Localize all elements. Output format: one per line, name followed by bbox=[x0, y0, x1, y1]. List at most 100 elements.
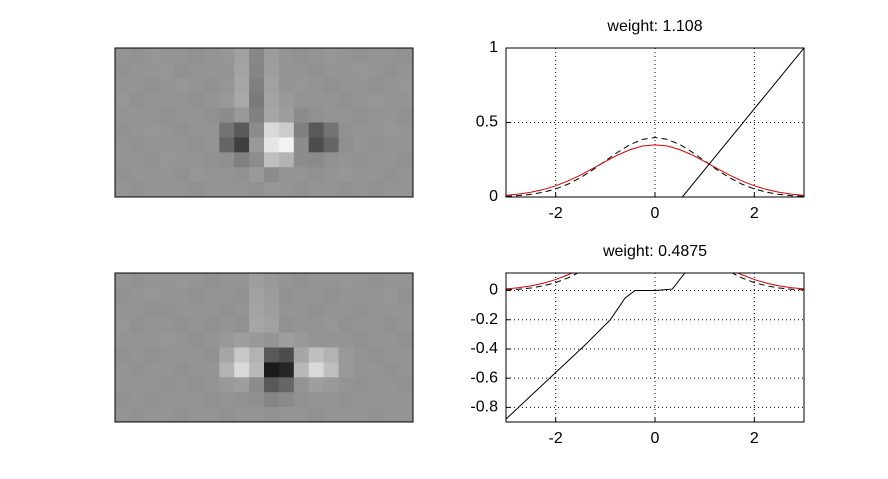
pixel bbox=[383, 92, 399, 109]
pixel bbox=[398, 392, 414, 408]
y-tick-label: -0.6 bbox=[470, 369, 498, 386]
pixel bbox=[368, 362, 384, 378]
pixel bbox=[264, 62, 280, 79]
pixel bbox=[323, 347, 339, 363]
pixel bbox=[293, 362, 310, 378]
pixel bbox=[293, 122, 310, 138]
pixel bbox=[234, 287, 250, 304]
pixel bbox=[338, 92, 354, 109]
pixel bbox=[278, 302, 295, 319]
pixel bbox=[353, 62, 369, 79]
pixel bbox=[383, 407, 399, 423]
pixel bbox=[115, 317, 131, 334]
pixel bbox=[278, 377, 295, 393]
pixel bbox=[353, 302, 369, 319]
pixel bbox=[249, 77, 265, 94]
pixel bbox=[353, 407, 369, 423]
pixel bbox=[249, 182, 265, 198]
pixel bbox=[234, 137, 250, 153]
pixel bbox=[174, 182, 190, 198]
pixel bbox=[383, 77, 399, 94]
pixel bbox=[219, 92, 235, 109]
pixel bbox=[338, 167, 354, 183]
pixel bbox=[293, 377, 310, 393]
pixel bbox=[398, 48, 414, 64]
pixel bbox=[189, 347, 205, 363]
pixel bbox=[115, 48, 131, 64]
pixel bbox=[293, 167, 310, 183]
pixel bbox=[353, 362, 369, 378]
pixel bbox=[234, 407, 250, 423]
pixel bbox=[189, 48, 205, 64]
pixel bbox=[129, 362, 146, 378]
pixel bbox=[204, 392, 220, 408]
pixel bbox=[249, 122, 265, 138]
pixel bbox=[398, 182, 414, 198]
pixel bbox=[264, 407, 280, 423]
pixel bbox=[368, 273, 384, 289]
pixel bbox=[174, 62, 190, 79]
pixel bbox=[174, 302, 190, 319]
pixel bbox=[159, 77, 176, 94]
pixel bbox=[398, 273, 414, 289]
pixel bbox=[144, 137, 161, 153]
pixel bbox=[159, 377, 176, 393]
pixel bbox=[219, 167, 235, 183]
pixel bbox=[219, 48, 235, 64]
pixel bbox=[129, 77, 146, 94]
x-tick-label: 0 bbox=[651, 430, 660, 447]
pixel bbox=[308, 92, 325, 109]
pixel bbox=[398, 302, 414, 319]
pixel bbox=[293, 392, 310, 408]
y-tick-label: 0 bbox=[489, 282, 498, 299]
pixel bbox=[383, 107, 399, 123]
pixel bbox=[249, 332, 265, 348]
pixel bbox=[323, 152, 339, 168]
pixel bbox=[338, 392, 354, 408]
pixel bbox=[398, 152, 414, 168]
pixel bbox=[219, 122, 235, 138]
plot-area bbox=[506, 273, 804, 422]
pixel bbox=[144, 377, 161, 393]
filter-image bbox=[115, 273, 414, 423]
pixel bbox=[144, 62, 161, 79]
pixel bbox=[174, 107, 190, 123]
pixel bbox=[159, 287, 176, 304]
pixel bbox=[383, 167, 399, 183]
pixel bbox=[144, 122, 161, 138]
pixel bbox=[338, 362, 354, 378]
pixel bbox=[219, 273, 235, 289]
pixel bbox=[115, 392, 131, 408]
pixel bbox=[308, 273, 325, 289]
pixel bbox=[234, 302, 250, 319]
pixel bbox=[368, 182, 384, 198]
pixel bbox=[383, 273, 399, 289]
pixel bbox=[264, 167, 280, 183]
pixel bbox=[249, 167, 265, 183]
pixel bbox=[323, 332, 339, 348]
pixel bbox=[189, 137, 205, 153]
pixel bbox=[129, 287, 146, 304]
pixel bbox=[338, 347, 354, 363]
pixel bbox=[293, 182, 310, 198]
pixel bbox=[323, 122, 339, 138]
pixel bbox=[144, 317, 161, 334]
pixel bbox=[204, 273, 220, 289]
pixel bbox=[338, 302, 354, 319]
pixel bbox=[353, 137, 369, 153]
pixel bbox=[159, 302, 176, 319]
pixel bbox=[264, 332, 280, 348]
pixel bbox=[189, 122, 205, 138]
pixel bbox=[264, 137, 280, 153]
pixel bbox=[323, 48, 339, 64]
series-line bbox=[506, 144, 804, 196]
pixel bbox=[144, 152, 161, 168]
pixel bbox=[368, 107, 384, 123]
pixel bbox=[204, 122, 220, 138]
pixel bbox=[204, 287, 220, 304]
pixel bbox=[368, 377, 384, 393]
pixel bbox=[308, 377, 325, 393]
pixel bbox=[368, 167, 384, 183]
pixel bbox=[264, 287, 280, 304]
pixel bbox=[308, 107, 325, 123]
